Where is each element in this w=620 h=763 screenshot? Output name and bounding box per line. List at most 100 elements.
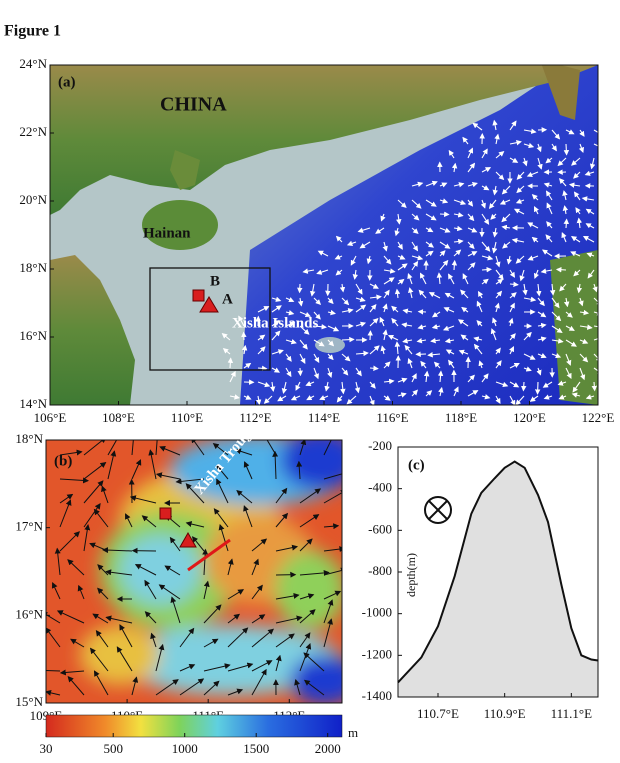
current-arrow [299,632,311,648]
current-arrow [509,363,520,369]
current-arrow [227,662,254,672]
current-arrow [509,292,517,299]
current-arrow [285,321,296,327]
current-arrow [545,190,553,201]
current-arrow [327,297,334,305]
current-arrow [155,643,165,672]
current-arrow [203,638,219,648]
current-arrow [502,241,511,249]
current-arrow [407,357,413,369]
current-arrow [523,296,537,302]
current-arrow [95,630,109,648]
current-arrow [467,262,476,271]
current-arrow [397,392,407,398]
current-arrow [129,495,157,504]
current-arrow [125,513,133,528]
y-tick-label: 16°N [15,606,43,621]
current-arrow [59,669,85,676]
current-arrow [448,359,455,369]
current-arrow [271,367,280,373]
current-arrow [263,395,273,404]
current-arrow [563,218,570,229]
current-arrow [116,646,133,672]
current-arrow [46,627,61,648]
current-arrow [243,394,252,400]
site-a [179,531,197,548]
current-arrow [467,374,475,383]
current-arrow [411,213,420,221]
current-arrow [313,297,322,305]
current-arrow [313,311,321,320]
place-label: CHINA [160,94,227,116]
y-tick-label: -600 [368,521,392,536]
current-arrow [467,241,475,250]
current-arrow [492,185,498,196]
panel-label: (b) [54,453,72,469]
current-arrow [275,544,299,552]
current-arrow [323,440,332,456]
current-arrow [551,352,562,359]
current-arrow [369,381,376,389]
current-arrow [383,268,396,274]
current-arrow [158,584,181,600]
current-arrow [83,524,91,552]
current-arrow [481,148,488,159]
current-arrow [579,324,593,330]
current-arrow [380,213,386,222]
current-arrow [275,592,300,600]
current-arrow [444,292,455,299]
transect [187,538,231,572]
current-arrow [179,627,195,648]
current-arrow [397,199,407,208]
frame [45,439,343,704]
current-arrow [222,348,231,355]
current-arrow [341,336,355,343]
current-arrow [480,199,486,209]
x-tick-label: 122°E [582,410,615,425]
current-arrow [537,157,543,170]
current-arrow [70,638,85,648]
flow-symbol [424,496,452,524]
current-arrow [150,632,157,648]
current-arrow [212,443,229,456]
current-arrow [417,324,427,330]
current-arrow [238,315,245,327]
line [397,460,599,684]
current-arrow [428,292,441,299]
current-arrow [555,266,567,273]
current-arrow [391,305,399,313]
current-arrow [411,373,417,383]
current-arrow [563,143,570,156]
y-tick-label: -1000 [362,605,392,620]
current-arrow [257,306,270,313]
current-arrow [585,223,595,229]
current-arrow [453,238,464,245]
y-tick-label: -1200 [362,646,392,661]
current-arrow [565,325,575,331]
current-arrow [467,390,479,397]
current-arrow [481,278,489,285]
current-arrow [587,269,595,279]
current-arrow [203,663,231,672]
current-arrow [515,255,525,264]
current-arrow [101,485,109,504]
current-arrow [251,584,263,600]
current-arrow [430,337,441,344]
current-arrow [509,139,522,146]
figure-title: Figure 1 [4,23,61,40]
y-tick-label: 15°N [15,694,43,709]
current-arrow [341,367,349,376]
current-arrow [397,241,403,250]
current-arrow [509,281,519,288]
current-arrow [255,395,262,405]
current-arrow [442,325,455,331]
current-arrow [561,232,567,243]
current-arrow [397,254,406,260]
current-arrow [323,489,342,504]
current-arrow [439,198,449,204]
current-arrow [83,503,101,528]
current-arrow [453,225,463,232]
current-arrow [575,207,581,215]
current-arrow [275,615,303,624]
current-arrow [431,323,441,330]
